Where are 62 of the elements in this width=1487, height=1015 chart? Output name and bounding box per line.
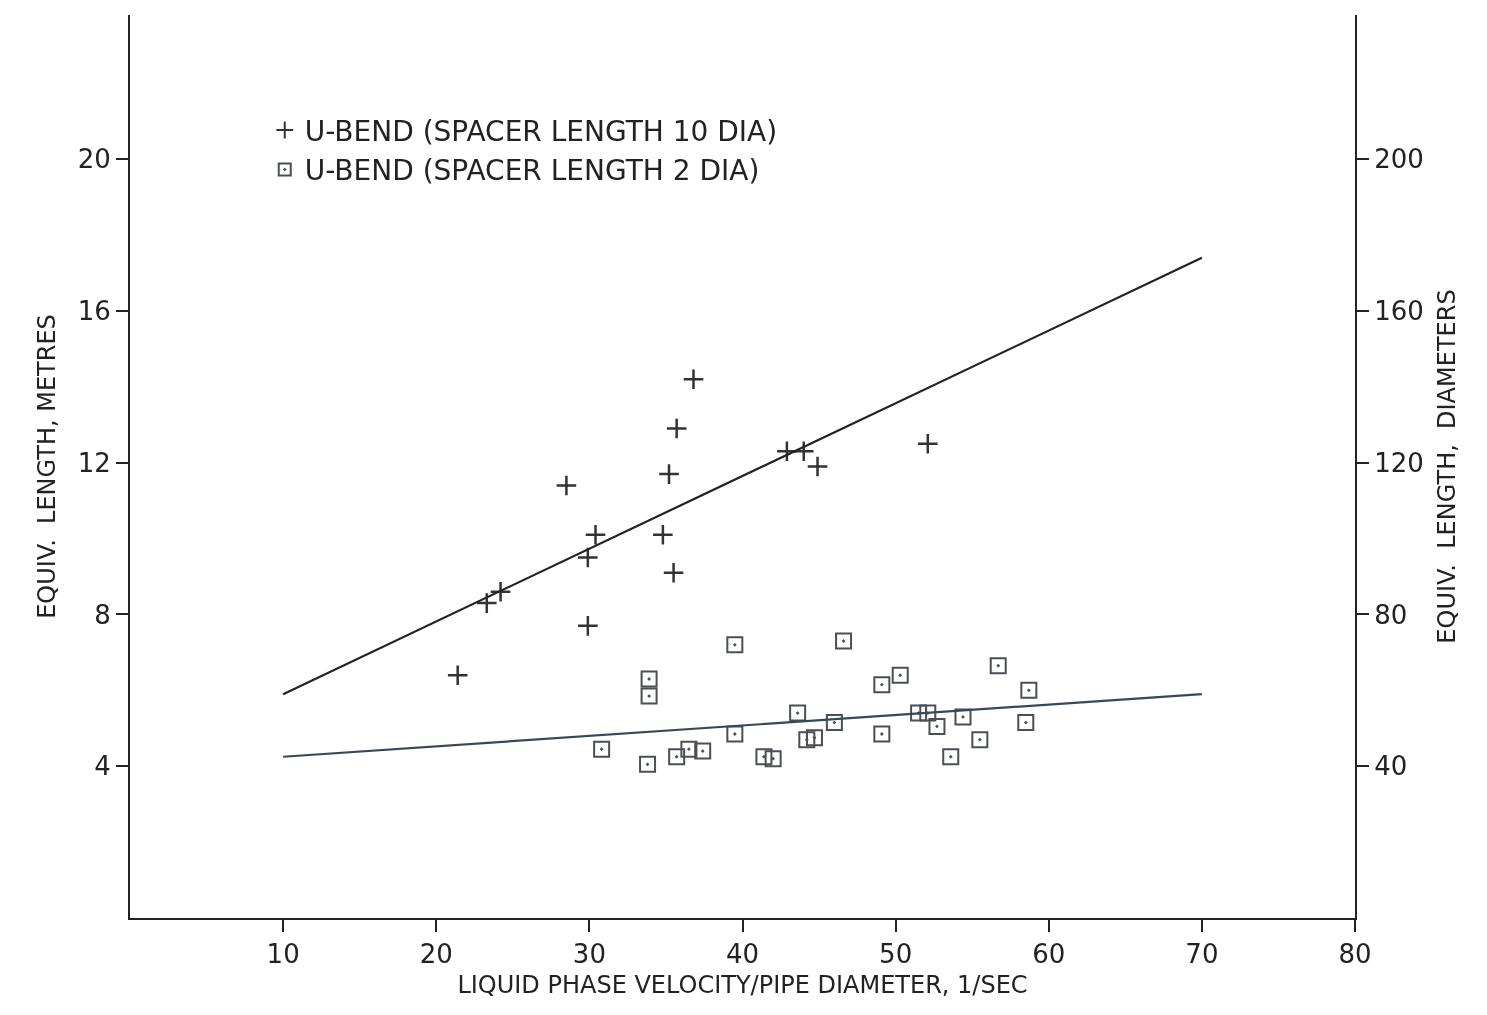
point: [668, 748, 686, 766]
legend-label: U-BEND (SPACER LENGTH 2 DIA): [304, 154, 760, 188]
point: [971, 731, 989, 749]
point: [954, 708, 972, 726]
point: [662, 561, 685, 584]
point: [835, 632, 853, 650]
point: [726, 636, 744, 654]
y2-tick-label: 160: [1374, 296, 1424, 327]
y-tick-label: 8: [94, 599, 111, 630]
point: [657, 463, 681, 486]
x-axis-title: LIQUID PHASE VELOCITY/PIPE DIAMETER, 1/SEC: [457, 971, 1028, 999]
point: [639, 755, 657, 773]
x-tick-label: 20: [419, 939, 453, 970]
x-tick-label: 10: [266, 939, 300, 970]
point: [755, 748, 773, 766]
point: [891, 666, 909, 684]
point: [805, 729, 823, 747]
y2-tick-label: 200: [1374, 144, 1424, 175]
y2-tick-label: 80: [1374, 599, 1408, 630]
y2-tick-label: 120: [1374, 447, 1424, 478]
point: [919, 704, 937, 722]
x-tick-label: 30: [572, 939, 606, 970]
point: [989, 657, 1007, 675]
point: [1020, 681, 1038, 699]
y2-tick-label: 40: [1374, 751, 1408, 782]
y2-axis-title: EQUIV. LENGTH, DIAMETERS: [1432, 289, 1461, 644]
y-axis-title: EQUIV. LENGTH, METRES: [33, 314, 62, 619]
legend-label: U-BEND (SPACER LENGTH 10 DIA): [304, 114, 778, 148]
x-tick-label: 40: [725, 939, 760, 970]
point: [910, 704, 928, 722]
point: [942, 748, 960, 766]
point: [651, 523, 674, 546]
point: [1017, 714, 1035, 732]
x-tick-label: 80: [1338, 939, 1372, 970]
point: [726, 725, 744, 743]
y-tick-label: 12: [77, 447, 111, 478]
point: [916, 432, 939, 455]
x-tick-label: 50: [879, 939, 913, 970]
y-tick-label: 20: [77, 144, 111, 175]
point: [928, 717, 946, 735]
y-tick-label: 4: [94, 751, 111, 782]
point: [764, 750, 782, 768]
point: [694, 742, 712, 760]
point: [593, 740, 611, 758]
point: [640, 687, 658, 705]
point: [576, 614, 599, 637]
point: [682, 368, 705, 391]
point: [665, 417, 688, 440]
point: [680, 740, 698, 758]
point: [584, 523, 607, 546]
y-tick-label: 16: [77, 296, 111, 327]
point: [555, 474, 578, 497]
point: [798, 731, 816, 749]
point: [806, 455, 829, 478]
point: [789, 704, 807, 722]
point: [873, 725, 891, 743]
point: [825, 714, 843, 732]
point: [446, 664, 469, 687]
x-tick-label: 70: [1185, 939, 1219, 970]
x-tick-label: 60: [1032, 939, 1066, 970]
point: [873, 676, 891, 694]
point: [640, 670, 658, 688]
